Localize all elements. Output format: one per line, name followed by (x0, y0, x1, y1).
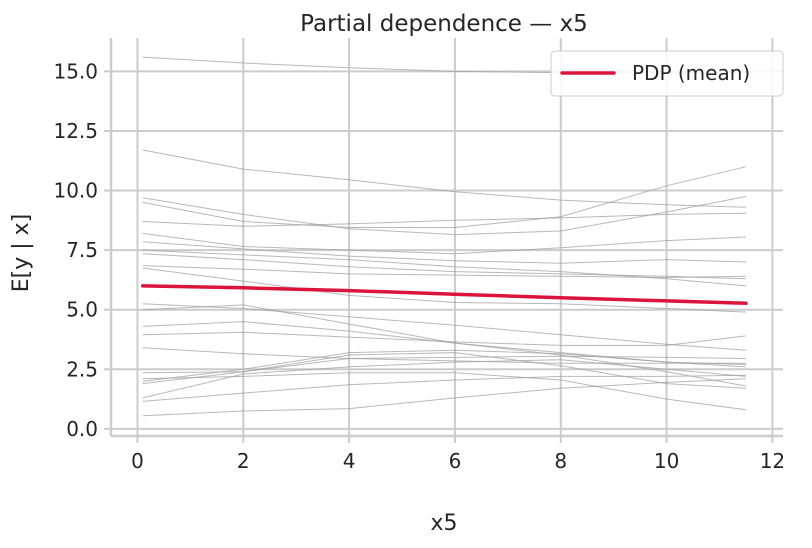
y-tick-label: 0.0 (66, 417, 98, 441)
y-tick-label: 10.0 (53, 179, 98, 203)
x-tick-label: 10 (654, 449, 679, 473)
ice-line (142, 303, 747, 351)
ice-line (142, 241, 747, 264)
ice-line (142, 355, 747, 385)
ice-line (142, 212, 747, 227)
ice-line (142, 321, 747, 387)
x-tick-label: 12 (760, 449, 785, 473)
y-axis-label: E[y | x] (9, 214, 34, 293)
ice-line (142, 378, 747, 417)
legend: PDP (mean) (550, 50, 784, 97)
y-tick-label: 12.5 (53, 119, 98, 143)
ice-line (142, 253, 747, 280)
x-tick-label: 8 (554, 449, 567, 473)
ice-line (142, 265, 747, 279)
x-tick-label: 2 (237, 449, 250, 473)
ice-line (142, 347, 746, 364)
ice-line (142, 359, 747, 399)
ice-lines (142, 56, 747, 417)
pdp-mean-line (140, 284, 748, 306)
x-tick-label: 4 (343, 449, 356, 473)
ice-line (142, 166, 747, 228)
y-tick-label: 2.5 (66, 357, 98, 381)
ice-line (142, 196, 747, 236)
pdp-line-group (140, 284, 748, 306)
y-tick-label: 5.0 (66, 298, 98, 322)
x-tick-label: 6 (449, 449, 462, 473)
ice-line (142, 349, 747, 382)
ice-line (142, 232, 747, 255)
chart-title: Partial dependence — x5 (300, 11, 588, 37)
ice-line (142, 149, 747, 208)
x-tick-label: 0 (131, 449, 144, 473)
ice-line (142, 372, 747, 411)
ice-line (142, 374, 747, 402)
x-tick-labels: 0 2 4 6 8 10 12 (131, 436, 785, 473)
y-tick-labels: 0.0 2.5 5.0 7.5 10.0 12.5 15.0 (53, 59, 111, 441)
ice-line (142, 249, 747, 287)
ice-line (142, 267, 747, 313)
ice-line (142, 331, 747, 346)
legend-label-pdp: PDP (mean) (632, 61, 750, 85)
x-axis-label: x5 (430, 511, 457, 536)
y-tick-label: 7.5 (66, 238, 98, 262)
y-tick-label: 15.0 (53, 59, 98, 83)
legend-box (550, 50, 784, 97)
